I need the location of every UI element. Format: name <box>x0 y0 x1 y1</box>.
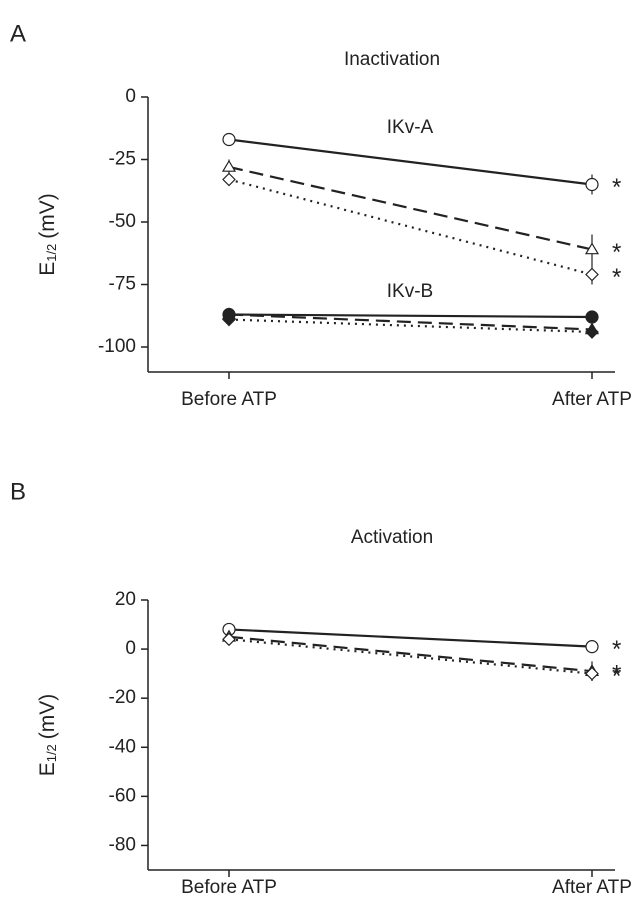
y-label-sub: 1/2 <box>44 244 59 262</box>
panel-label: B <box>10 478 26 505</box>
series-line <box>228 313 593 331</box>
marker <box>222 312 236 327</box>
significance: * <box>612 663 621 690</box>
y-tick-label: -20 <box>109 687 136 708</box>
marker <box>221 159 237 172</box>
series-line <box>228 635 593 673</box>
y-label-sub: 1/2 <box>44 744 59 762</box>
y-tick-label: -60 <box>109 785 136 806</box>
marker <box>584 242 600 255</box>
marker <box>585 310 599 324</box>
annotation: IKv-B <box>387 281 433 302</box>
x-tick-label: After ATP <box>552 877 632 898</box>
y-tick-label: -100 <box>98 336 136 357</box>
y-tick-label: -25 <box>109 149 136 170</box>
significance: * <box>612 239 621 266</box>
y-tick-label: -80 <box>109 834 136 855</box>
y-tick-label: 0 <box>125 86 136 107</box>
significance: * <box>612 264 621 291</box>
y-tick-label: 20 <box>115 589 136 610</box>
annotation: IKv-A <box>387 117 434 138</box>
y-tick-label: -40 <box>109 736 136 757</box>
marker <box>222 632 236 647</box>
y-axis-label: E1/2 (mV) <box>36 694 60 777</box>
significance: * <box>612 661 621 688</box>
marker <box>585 325 599 339</box>
y-tick-label: 0 <box>125 638 136 659</box>
series-line <box>228 138 593 186</box>
series-line <box>228 178 593 276</box>
panel-label: A <box>10 20 26 47</box>
marker <box>585 666 599 681</box>
series-line <box>228 318 593 334</box>
marker <box>585 640 599 654</box>
significance: * <box>612 636 621 663</box>
y-axis-label: E1/2 (mV) <box>36 193 60 276</box>
x-tick-label: Before ATP <box>181 389 277 410</box>
x-tick-label: After ATP <box>552 389 632 410</box>
y-tick-label: -50 <box>109 211 136 232</box>
chart-title: Activation <box>351 527 433 548</box>
marker <box>585 267 599 282</box>
marker <box>222 172 236 187</box>
chart-title: Inactivation <box>344 49 440 70</box>
marker <box>585 177 599 192</box>
y-label-unit: (mV) <box>36 193 59 239</box>
significance: * <box>612 174 621 201</box>
y-label-main: E <box>36 262 59 276</box>
y-label-unit: (mV) <box>36 694 59 740</box>
marker <box>222 132 236 147</box>
series-line <box>228 628 593 648</box>
series-line <box>228 165 593 251</box>
y-label-main: E <box>36 762 59 776</box>
series-line <box>228 638 593 675</box>
x-tick-label: Before ATP <box>181 877 277 898</box>
y-tick-label: -75 <box>109 274 136 295</box>
series-line <box>228 313 593 319</box>
